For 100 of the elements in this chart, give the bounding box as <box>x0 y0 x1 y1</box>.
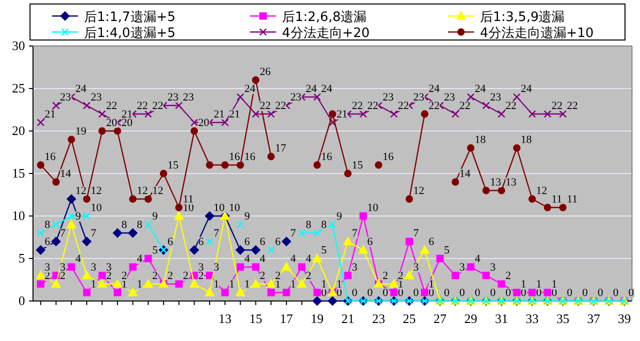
data-label: 22 <box>106 100 118 112</box>
data-label: 23 <box>90 92 102 104</box>
data-label: 12 <box>536 185 548 197</box>
data-label: 12 <box>90 185 102 197</box>
data-label: 23 <box>290 92 302 104</box>
x-tick-label: 25 <box>402 311 416 326</box>
data-label: 10 <box>214 202 226 214</box>
data-label: 3 <box>459 262 466 274</box>
data-label: 22 <box>566 100 578 112</box>
data-label: 24 <box>75 83 87 95</box>
data-label: 4 <box>136 253 143 265</box>
data-label: 17 <box>275 142 287 154</box>
data-label: 24 <box>321 83 333 95</box>
data-label: 23 <box>444 92 456 104</box>
data-label: 5 <box>321 244 328 256</box>
data-label: 20 <box>106 117 118 129</box>
data-label: 6 <box>275 236 282 248</box>
data-label: 0 <box>413 287 420 299</box>
data-label: 2 <box>260 270 266 282</box>
data-label: 3 <box>44 262 51 274</box>
data-label: 0 <box>628 287 634 299</box>
legend-label: 4分法走向遗漏+10 <box>480 26 594 41</box>
data-label: 22 <box>275 100 286 112</box>
data-label: 6 <box>260 236 266 248</box>
x-tick-label: 23 <box>372 311 386 326</box>
data-label: 2 <box>275 270 281 282</box>
data-label: 0 <box>612 287 619 299</box>
data-label: 0 <box>490 287 496 299</box>
data-label: 6 <box>44 236 51 248</box>
data-label: 13 <box>505 176 517 188</box>
data-label: 11 <box>552 194 562 206</box>
data-label: 22 <box>505 100 516 112</box>
data-label: 12 <box>75 185 86 197</box>
data-label: 4 <box>290 253 296 265</box>
data-label: 8 <box>121 219 128 231</box>
data-label: 8 <box>306 219 312 231</box>
x-tick-label: 17 <box>280 311 294 326</box>
data-label: 24 <box>520 83 532 95</box>
data-label: 22 <box>428 100 440 112</box>
data-label: 1 <box>214 278 220 290</box>
data-label: 2 <box>60 270 66 282</box>
data-label: 23 <box>413 92 425 104</box>
data-label: 14 <box>60 168 72 180</box>
data-label: 24 <box>428 83 440 95</box>
data-label: 1 <box>520 278 526 290</box>
x-tick-label: 35 <box>556 311 570 326</box>
data-label: 0 <box>459 287 466 299</box>
data-label: 6 <box>428 236 435 248</box>
data-label: 10 <box>90 202 102 214</box>
data-label: 0 <box>382 287 389 299</box>
legend-label: 后1:1,7遗漏+5 <box>84 10 176 25</box>
data-label: 2 <box>505 270 511 282</box>
data-label: 2 <box>198 270 204 282</box>
data-label: 3 <box>490 262 496 274</box>
data-label: 9 <box>336 210 342 222</box>
data-label: 12 <box>136 185 148 197</box>
data-label: 19 <box>75 126 87 138</box>
data-label: 18 <box>520 134 532 146</box>
data-label: 24 <box>244 83 256 95</box>
data-label: 1 <box>552 278 558 290</box>
data-label: 8 <box>321 219 328 231</box>
data-label: 2 <box>106 270 112 282</box>
data-label: 7 <box>352 228 358 240</box>
data-label: 1 <box>90 278 96 290</box>
data-label: 1 <box>321 278 327 290</box>
data-label: 23 <box>60 92 72 104</box>
data-label: 8 <box>136 219 143 231</box>
data-label: 22 <box>367 100 378 112</box>
data-label: 6 <box>244 236 250 248</box>
data-label: 6 <box>367 236 374 248</box>
data-label: 2 <box>382 270 388 282</box>
data-label: 18 <box>474 134 486 146</box>
y-tick-label: 30 <box>12 38 25 53</box>
data-label: 22 <box>260 100 271 112</box>
data-label: 4 <box>75 253 82 265</box>
data-label: 10 <box>228 202 240 214</box>
data-label: 1 <box>244 278 250 290</box>
data-label: 16 <box>321 151 333 163</box>
data-label: 7 <box>413 228 420 240</box>
legend-label: 后1:3,5,9遗漏 <box>480 10 565 25</box>
y-tick-label: 25 <box>12 80 25 96</box>
data-label: 1 <box>290 278 296 290</box>
x-tick-label: 31 <box>494 311 508 326</box>
data-label: 23 <box>168 92 180 104</box>
data-label: 2 <box>182 270 188 282</box>
data-label: 20 <box>121 117 133 129</box>
x-tick-label: 29 <box>464 311 478 326</box>
data-label: 0 <box>598 287 604 299</box>
data-label: 0 <box>582 287 588 299</box>
data-label: 0 <box>367 287 374 299</box>
data-label: 2 <box>398 270 404 282</box>
data-label: 4 <box>306 253 312 265</box>
x-tick-label: 27 <box>434 311 448 326</box>
data-label: 7 <box>214 228 220 240</box>
data-label: 10 <box>367 202 379 214</box>
data-label: 2 <box>306 270 312 282</box>
data-label: 0 <box>444 287 450 299</box>
data-label: 16 <box>228 151 240 163</box>
y-tick-label: 15 <box>12 166 25 180</box>
data-label: 9 <box>152 210 158 222</box>
